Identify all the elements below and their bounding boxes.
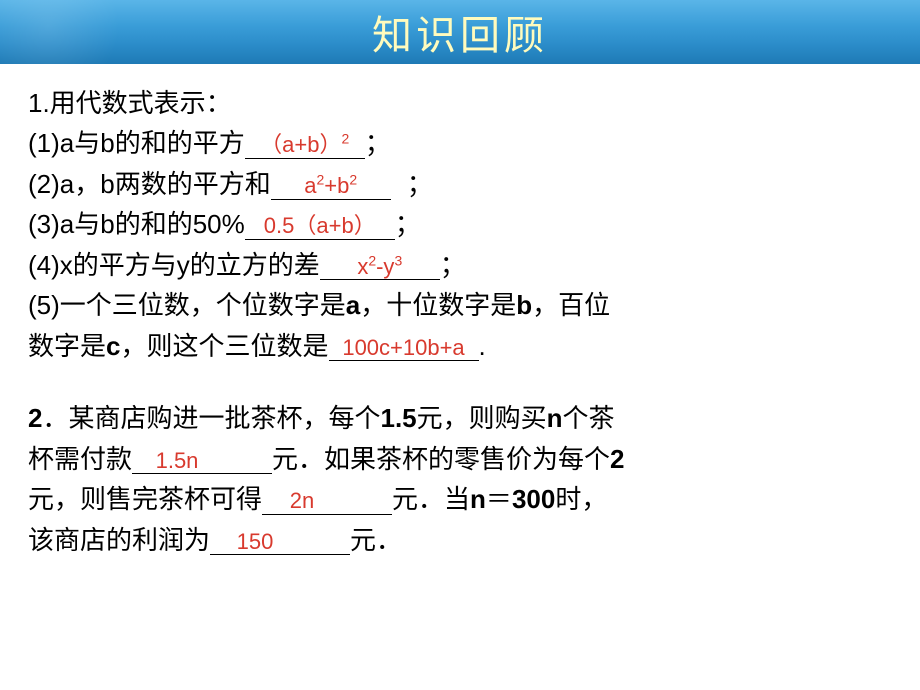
spacer (28, 367, 896, 399)
q1-2-s2: 2 (349, 172, 357, 188)
q1-2-answer: a2+b2 (304, 173, 357, 198)
q1-5-l2a: 数字是 (28, 331, 106, 361)
q1-3-answer: 0.5（a+b） (264, 213, 376, 238)
q2-l1f: 个茶 (563, 403, 615, 433)
q1-5-answer: 100c+10b+a (342, 335, 464, 360)
q2-l1c: 1.5 (380, 403, 416, 433)
q1-5-l2c: ，则这个三位数是 (120, 331, 328, 361)
q1-4: (4)x的平方与y的立方的差 x2-y3 ； (28, 246, 896, 284)
q2-l2c: 2 (610, 444, 624, 474)
q2-l3e: 300 (512, 484, 555, 514)
q1-2: (2)a，b两数的平方和a2+b2； (28, 165, 896, 203)
q2-l3d: ＝ (486, 484, 512, 514)
q1-1: (1)a与b的和的平方 （a+b）2 ； (28, 124, 896, 162)
q1-5-b: a (346, 290, 360, 320)
q2-l3c: n (470, 484, 486, 514)
q1-1-ans-sup: 2 (341, 131, 349, 147)
q1-4-s1: 2 (368, 253, 376, 269)
content-area: 1.用代数式表示： (1)a与b的和的平方（a+b）2； (2)a，b两数的平方… (0, 64, 920, 559)
q1-1-blank: （a+b）2 (245, 129, 365, 159)
q1-5-l2b: c (106, 331, 120, 361)
q1-2-blank: a2+b2 (271, 170, 391, 200)
q1-5-a: (5)一个三位数，个位数字是 (28, 290, 346, 320)
q1-1-text: (1)a与b的和的平方 (28, 128, 245, 158)
q2-answer1: 1.5n (156, 448, 249, 473)
q1-5-line2: 数字是c，则这个三位数是 100c+10b+a. (28, 327, 896, 365)
q2-line1: 2．某商店购进一批茶杯，每个1.5元，则购买n个茶 (28, 399, 896, 437)
q2-line4: 该商店的利润为 150 元． (28, 521, 896, 559)
q1-3: (3)a与b的和的50% 0.5（a+b） ； (28, 205, 896, 243)
q1-1-ans-base: （a+b） (260, 132, 341, 157)
q1-lead: 1.用代数式表示： (28, 84, 896, 122)
q1-3-text: (3)a与b的和的50% (28, 209, 245, 239)
q2-l1b: ．某商店购进一批茶杯，每个 (42, 403, 380, 433)
q1-3-tail: ； (395, 209, 421, 239)
q1-4-text: (4)x的平方与y的立方的差 (28, 250, 320, 280)
q2-l4b: 元． (350, 525, 402, 555)
q1-5-c: ，十位数字是 (360, 290, 516, 320)
q1-1-tail: ； (365, 128, 391, 158)
q1-4-blank: x2-y3 (320, 251, 440, 281)
q1-4-answer: x2-y3 (357, 254, 402, 279)
q1-5-tail: . (479, 331, 486, 361)
title-bar: 知识回顾 (0, 0, 920, 64)
q2-l3f: 时， (555, 484, 607, 514)
q1-1-answer: （a+b）2 (260, 132, 349, 157)
q2-answer2: 2n (290, 488, 364, 513)
q2-blank1: 1.5n (132, 445, 272, 475)
q2-blank3: 150 (210, 526, 350, 556)
page-title: 知识回顾 (372, 3, 548, 61)
q1-2-text: (2)a，b两数的平方和 (28, 169, 271, 199)
q2-answer3: 150 (237, 529, 324, 554)
q1-2-tail: ； (407, 169, 433, 199)
q2-blank2: 2n (262, 485, 392, 515)
q1-2-a: a (304, 173, 316, 198)
q2-l3a: 元，则售完茶杯可得 (28, 484, 262, 514)
q1-4-tail: ； (440, 250, 466, 280)
q1-5-line1: (5)一个三位数，个位数字是a，十位数字是b，百位 (28, 286, 896, 324)
q1-4-a: x (357, 254, 368, 279)
q1-5-e: ，百位 (532, 290, 610, 320)
q2-l2a: 杯需付款 (28, 444, 132, 474)
q2-l3b: 元．当 (392, 484, 470, 514)
q2-l2b: 元．如果茶杯的零售价为每个 (272, 444, 610, 474)
q1-4-s2: 3 (394, 253, 402, 269)
q1-3-blank: 0.5（a+b） (245, 210, 395, 240)
q2-l1d: 元，则购买 (417, 403, 547, 433)
q2-l4a: 该商店的利润为 (28, 525, 210, 555)
q1-5-blank: 100c+10b+a (329, 332, 479, 362)
q2-line2: 杯需付款 1.5n 元．如果茶杯的零售价为每个2 (28, 440, 896, 478)
q2-l1a: 2 (28, 403, 42, 433)
q1-5-d: b (516, 290, 532, 320)
q2-l1e: n (547, 403, 563, 433)
q2-line3: 元，则售完茶杯可得 2n 元．当n＝300时， (28, 480, 896, 518)
q1-2-mid: +b (324, 173, 349, 198)
q1-4-mid: -y (376, 254, 394, 279)
